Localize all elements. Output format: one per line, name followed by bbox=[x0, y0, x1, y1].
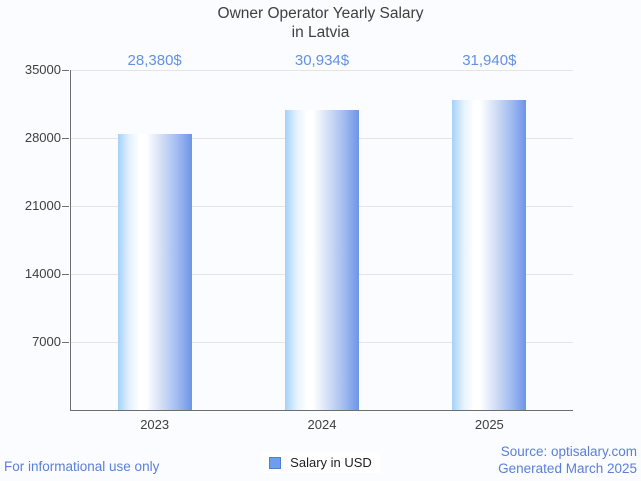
legend-item: Salary in USD bbox=[261, 452, 380, 473]
plot-area: 7000 14000 21000 28000 35000 28,380$ 2023 30,93… bbox=[25, 52, 573, 432]
legend: Salary in USD bbox=[0, 452, 641, 473]
x-axis-label-2024: 2024 bbox=[307, 417, 337, 432]
footer-source-line: Source: optisalary.com bbox=[500, 444, 637, 459]
x-axis-label-2025: 2025 bbox=[474, 417, 504, 432]
legend-swatch-icon bbox=[269, 456, 282, 469]
y-axis-tick-35000 bbox=[62, 69, 69, 71]
y-axis-tick-14000 bbox=[62, 273, 69, 275]
y-axis-label-21000: 21000 bbox=[24, 198, 61, 213]
footer-disclaimer: For informational use only bbox=[4, 459, 160, 474]
bar-2023 bbox=[117, 134, 192, 410]
gridline-35000 bbox=[71, 69, 573, 71]
x-axis-label-2023: 2023 bbox=[140, 417, 170, 432]
bar-value-label-2025: 31,940$ bbox=[462, 52, 517, 69]
footer-source: Source: optisalary.com Generated March 2… bbox=[498, 443, 637, 477]
chart-title: Owner Operator Yearly Salary in Latvia bbox=[217, 5, 424, 41]
bar-value-label-2023: 28,380$ bbox=[127, 52, 182, 69]
bar-2024 bbox=[285, 109, 359, 410]
y-axis-label-14000: 14000 bbox=[24, 266, 61, 281]
legend-label: Salary in USD bbox=[290, 455, 372, 470]
y-axis-label-35000: 35000 bbox=[24, 62, 61, 77]
y-axis-tick-7000 bbox=[62, 341, 69, 343]
y-axis-label-28000: 28000 bbox=[24, 130, 61, 145]
y-axis-label-7000: 7000 bbox=[32, 334, 61, 349]
bar-2025 bbox=[452, 99, 527, 410]
bar-value-label-2024: 30,934$ bbox=[294, 52, 350, 69]
y-axis-tick-21000 bbox=[62, 205, 69, 207]
y-axis-tick-28000 bbox=[62, 137, 69, 139]
footer-generated-line: Generated March 2025 bbox=[498, 461, 637, 476]
